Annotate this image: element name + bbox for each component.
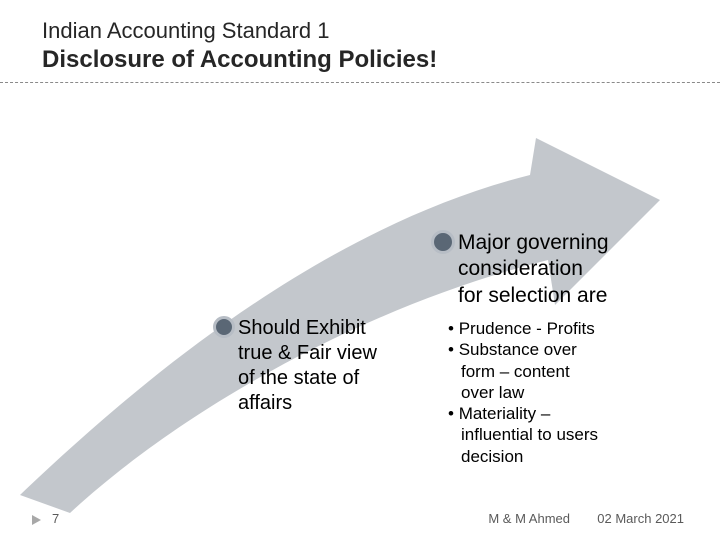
footer-date: 02 March 2021 — [597, 511, 684, 526]
title-line-2: Disclosure of Accounting Policies! — [42, 46, 720, 74]
node-text-1: Should Exhibittrue & Fair viewof the sta… — [238, 316, 377, 416]
page-marker-icon — [32, 515, 41, 525]
bullet-item-1: Substance overform – contentover law — [448, 339, 598, 403]
node-text-0: Major governingconsiderationfor selectio… — [458, 230, 609, 309]
swoosh-arrow — [0, 100, 720, 520]
slide-header: Indian Accounting Standard 1 Disclosure … — [0, 0, 720, 74]
bullet-item-0: Prudence - Profits — [448, 318, 598, 339]
footer-author: M & M Ahmed — [488, 511, 570, 526]
node-dot-1 — [213, 316, 235, 338]
page-number: 7 — [52, 511, 59, 526]
node-dot-0 — [431, 230, 455, 254]
title-line-1: Indian Accounting Standard 1 — [42, 18, 720, 44]
header-divider — [0, 82, 720, 83]
bullet-list: Prudence - ProfitsSubstance overform – c… — [448, 318, 598, 467]
bullet-item-2: Materiality –influential to usersdecisio… — [448, 403, 598, 467]
diagram-area: Major governingconsiderationfor selectio… — [0, 100, 720, 500]
